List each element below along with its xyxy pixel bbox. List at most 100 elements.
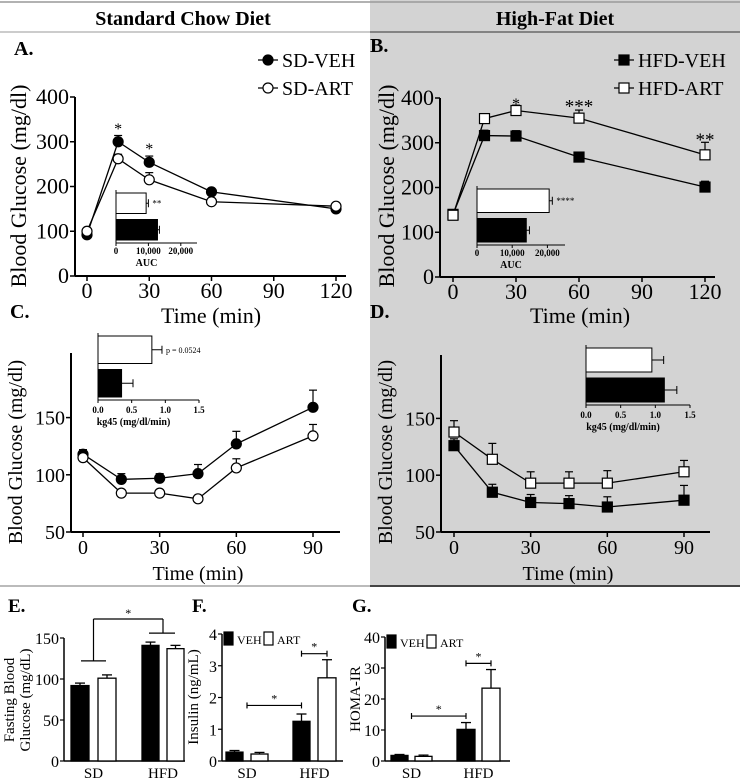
- y-axis-label-B: Blood Glucose (mg/dl): [374, 85, 399, 288]
- data-point-SD-VEH: [154, 472, 166, 484]
- bar-VEH-SD: [70, 684, 90, 762]
- data-point-HFD-ART: [525, 477, 537, 489]
- panel-label-A: A.: [14, 38, 33, 60]
- inset-tick-label: 1.5: [684, 410, 696, 420]
- legend-label: ART: [440, 636, 464, 650]
- inset-significance: **: [152, 198, 162, 208]
- data-point-HFD-VEH: [601, 501, 613, 513]
- legend-label: SD-ART: [282, 78, 353, 100]
- x-tick-label: 90: [303, 537, 323, 559]
- series-line-HFD-ART: [453, 431, 685, 484]
- data-point-HFD-VEH: [678, 494, 690, 506]
- y-tick-label: 200: [401, 175, 434, 200]
- inset-bar-veh: [115, 219, 158, 241]
- inset-tick-label: 0.5: [615, 410, 627, 420]
- inset-bar-art: [97, 335, 153, 364]
- bar-VEH-SD: [225, 751, 244, 762]
- x-tick-label: 60: [226, 537, 246, 559]
- data-point-SD-ART: [77, 452, 89, 464]
- category-label: HFD: [299, 766, 329, 780]
- data-point-HFD-VEH: [478, 129, 491, 142]
- data-point-SD-VEH: [205, 186, 218, 198]
- x-tick-label: 0: [448, 279, 459, 304]
- y-tick-label: 1: [209, 722, 217, 739]
- y-tick-label: 300: [401, 130, 434, 155]
- significance-marker: *: [125, 606, 131, 620]
- data-point-SD-ART: [330, 200, 342, 212]
- inset-tick-label: 0.0: [580, 410, 592, 420]
- data-point-SD-ART: [81, 225, 93, 237]
- data-point-SD-ART: [307, 430, 319, 442]
- y-axis-label-A: Blood Glucose (mg/dl): [6, 85, 31, 288]
- data-point-SD-ART: [112, 153, 124, 165]
- inset-bar-veh: [97, 369, 123, 398]
- data-point-HFD-VEH: [563, 498, 575, 510]
- data-point-HFD-ART: [448, 426, 460, 438]
- y-tick-label: 100: [35, 465, 65, 487]
- legend-label: HFD-ART: [638, 78, 723, 100]
- x-tick-label: 30: [505, 279, 527, 304]
- data-point-SD-ART: [192, 493, 204, 505]
- significance-marker: *: [512, 96, 520, 113]
- significance-marker: **: [696, 130, 715, 151]
- inset-tick-label: 0: [114, 246, 119, 256]
- bar-ART-SD: [97, 677, 117, 762]
- significance-marker: *: [145, 141, 153, 158]
- inset-x-label: kg45 (mg/dl/min): [97, 417, 171, 428]
- bar-ART-SD: [414, 755, 433, 762]
- y-axis-label-D: Blood Glucose (mg/dl): [375, 360, 397, 544]
- legend-marker: [618, 54, 630, 66]
- y-tick-label: 30: [364, 661, 380, 678]
- y-tick-label: 0: [51, 754, 59, 771]
- series-line-SD-VEH: [82, 406, 314, 481]
- data-point-HFD-ART: [678, 466, 690, 478]
- x-tick-label: 60: [597, 537, 617, 559]
- data-point-HFD-VEH: [448, 440, 460, 452]
- category-label: HFD: [148, 766, 178, 780]
- y-tick-label: 0: [372, 754, 380, 771]
- significance-marker: *: [476, 649, 482, 663]
- legend-marker: [618, 82, 630, 94]
- inset-tick-label: 0.0: [92, 405, 104, 415]
- significance-marker: *: [311, 640, 317, 654]
- legend-marker: [262, 82, 274, 94]
- x-axis-label-D: Time (min): [523, 563, 614, 585]
- x-axis-label-A: Time (min): [161, 303, 261, 328]
- legend-label: VEH: [237, 633, 262, 647]
- inset-bar-art: [476, 188, 550, 213]
- inset-tick-label: 0: [475, 248, 480, 258]
- data-point-SD-VEH: [143, 156, 155, 168]
- x-tick-label: 30: [138, 278, 160, 303]
- data-point-SD-ART: [154, 487, 166, 499]
- data-point-HFD-ART: [486, 453, 498, 465]
- data-point-HFD-VEH: [573, 151, 585, 163]
- y-tick-label: 100: [401, 219, 434, 244]
- legend-marker: [262, 54, 274, 66]
- series-line-HFD-VEH: [453, 445, 685, 508]
- bar-VEH-HFD: [456, 728, 476, 762]
- bar-ART-HFD: [166, 648, 185, 762]
- y-tick-label: 150: [35, 631, 59, 648]
- inset-bar-veh: [476, 218, 527, 243]
- panel-label-G: G.: [352, 596, 372, 617]
- series-line-SD-ART: [82, 435, 314, 500]
- y-axis-label-G: HOMA-IR: [348, 666, 364, 732]
- y-tick-label: 2: [209, 691, 217, 708]
- data-point-HFD-ART: [563, 477, 575, 489]
- bar-ART-HFD: [317, 677, 337, 762]
- data-point-HFD-ART: [478, 112, 491, 125]
- panel-label-B: B.: [370, 35, 388, 57]
- x-axis-label-B: Time (min): [530, 303, 630, 328]
- data-point-HFD-ART: [573, 112, 585, 124]
- y-tick-label: 400: [401, 85, 434, 110]
- data-point-HFD-ART: [601, 477, 613, 489]
- data-point-SD-ART: [230, 462, 242, 474]
- legend-label: HFD-VEH: [638, 50, 726, 72]
- x-tick-label: 90: [631, 279, 653, 304]
- data-point-HFD-ART: [699, 149, 711, 161]
- bar-ART-SD: [250, 753, 269, 762]
- significance-marker: *: [114, 121, 122, 138]
- data-point-SD-ART: [205, 196, 218, 208]
- bar-VEH-HFD: [292, 720, 311, 762]
- category-label: SD: [237, 766, 256, 780]
